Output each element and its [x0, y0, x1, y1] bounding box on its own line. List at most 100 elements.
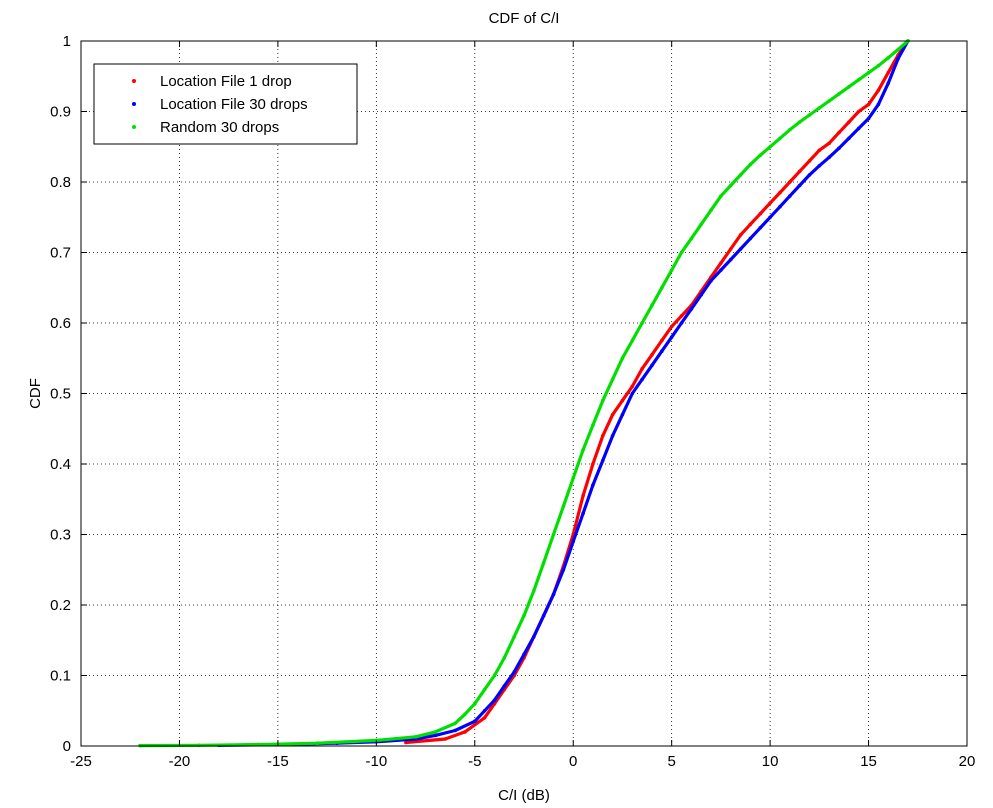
data-point	[669, 324, 674, 329]
data-point	[886, 81, 890, 86]
data-point	[571, 539, 575, 544]
data-point	[709, 208, 713, 212]
data-point	[640, 367, 644, 371]
y-tick-label: 1	[63, 33, 71, 50]
data-point	[886, 56, 890, 60]
data-point	[650, 363, 654, 368]
data-point	[797, 120, 802, 124]
data-point	[561, 504, 566, 509]
x-axis-label: C/I (dB)	[498, 787, 550, 804]
legend-box	[93, 63, 358, 145]
data-point	[807, 173, 812, 177]
data-point	[669, 335, 674, 339]
data-point	[896, 47, 900, 52]
data-point	[748, 236, 753, 241]
data-point	[581, 511, 585, 516]
data-point	[758, 153, 763, 157]
data-point	[591, 483, 595, 487]
data-point	[807, 113, 812, 117]
data-point	[197, 743, 201, 748]
data-point	[630, 338, 635, 343]
data-point	[679, 321, 684, 325]
legend-label: Location File 30 drops	[160, 96, 308, 113]
data-point	[669, 268, 674, 272]
series-line	[138, 39, 910, 748]
data-point	[876, 88, 881, 93]
data-point	[660, 286, 664, 290]
data-point	[699, 293, 703, 297]
data-point	[660, 349, 664, 354]
legend: Location File 1 drop Location File 30 dro…	[93, 63, 358, 145]
data-point	[758, 211, 763, 216]
data-point	[788, 180, 792, 184]
data-point	[502, 656, 507, 660]
data-point	[610, 377, 615, 382]
data-point	[482, 716, 487, 720]
data-point	[620, 412, 625, 417]
legend-marker	[132, 79, 136, 83]
data-point	[453, 721, 457, 726]
data-point	[827, 141, 831, 145]
data-point	[660, 338, 664, 343]
data-point	[797, 169, 802, 174]
data-point	[404, 740, 408, 745]
data-point	[856, 126, 861, 131]
data-point	[728, 257, 733, 262]
data-point	[768, 201, 772, 205]
y-tick-label: 0	[63, 738, 71, 755]
data-point	[827, 99, 831, 103]
data-point	[778, 190, 782, 195]
legend-label: Random 30 drops	[160, 119, 279, 136]
data-point	[738, 173, 743, 177]
data-point	[512, 634, 516, 639]
legend-marker	[132, 125, 136, 129]
data-point	[492, 698, 497, 702]
data-point	[847, 120, 851, 124]
data-point	[728, 247, 733, 251]
data-point	[620, 398, 625, 403]
data-point	[492, 673, 497, 678]
x-tick-label: -15	[267, 753, 289, 770]
grid-lines	[81, 41, 967, 746]
x-tick-label: -20	[169, 753, 191, 770]
x-tick-label: 15	[860, 753, 877, 770]
series-line	[217, 39, 910, 747]
data-point	[876, 102, 881, 107]
data-point	[866, 102, 871, 107]
chart-title: CDF of C/I	[489, 10, 560, 27]
data-point	[581, 448, 585, 452]
data-point	[512, 670, 516, 674]
data-point	[738, 247, 743, 251]
y-tick-label: 0.1	[50, 668, 71, 685]
data-point	[876, 63, 881, 68]
data-point	[571, 476, 575, 480]
data-point	[679, 314, 684, 318]
data-point	[630, 384, 635, 389]
x-tick-label: 0	[569, 753, 577, 770]
data-point	[719, 268, 723, 272]
data-point	[413, 735, 418, 739]
data-point	[532, 589, 536, 593]
data-point	[630, 391, 635, 396]
axis-ticks: -25 -20 -15 -10 -5 0 5 10 15 20 0 0.1 0.2 0.3 0.4 0.5 0.…	[50, 33, 975, 770]
data-point	[502, 684, 507, 688]
data-point	[847, 85, 851, 89]
data-point	[797, 183, 802, 188]
data-point	[768, 215, 772, 220]
data-point	[482, 709, 487, 713]
data-point	[778, 204, 782, 209]
data-point	[719, 261, 723, 265]
data-point	[856, 109, 861, 114]
data-point	[788, 194, 792, 198]
y-tick-label: 0.2	[50, 597, 71, 614]
data-point	[778, 136, 782, 141]
data-point	[837, 92, 841, 96]
x-tick-label: 20	[959, 753, 976, 770]
data-point	[610, 434, 615, 438]
data-point	[610, 412, 615, 417]
data-point	[738, 233, 743, 237]
data-point	[591, 423, 595, 428]
y-tick-label: 0.8	[50, 174, 71, 191]
data-point	[650, 352, 654, 357]
